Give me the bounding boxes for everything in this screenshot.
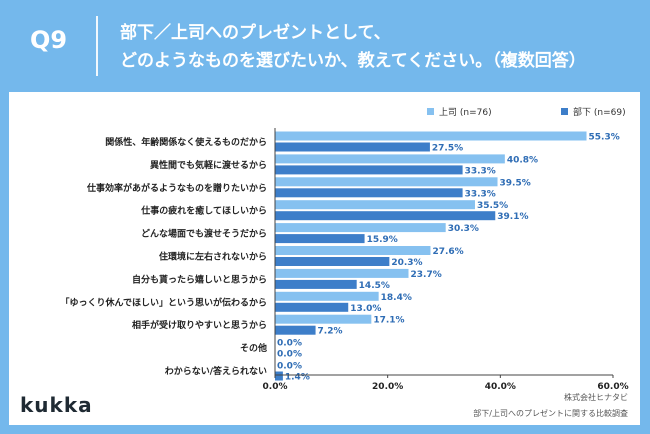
data-label-sub: 14.5% bbox=[359, 281, 390, 291]
bar-boss bbox=[275, 154, 505, 164]
category-label: 異性間でも気軽に渡せるから bbox=[150, 159, 267, 171]
x-tick-label: 40.0% bbox=[485, 382, 516, 392]
bar-sub bbox=[275, 325, 316, 335]
bar-boss bbox=[275, 314, 372, 324]
bar-sub bbox=[275, 279, 357, 289]
category-label: 相手が受け取りやすいと思うから bbox=[132, 319, 267, 331]
category-label: 関係性、年齢関係なく使えるものだから bbox=[105, 136, 267, 148]
legend-swatch-0 bbox=[427, 108, 434, 115]
category-label: 仕事の疲れを癒してほしいから bbox=[140, 205, 267, 217]
source-survey: 部下/上司へのプレゼントに関する比較調査 bbox=[473, 409, 628, 418]
category-label: その他 bbox=[240, 342, 267, 354]
x-tick-label: 60.0% bbox=[597, 382, 628, 392]
data-label-boss: 30.3% bbox=[448, 224, 479, 234]
legend-label-0: 上司 (n=76) bbox=[439, 107, 492, 118]
bar-boss bbox=[275, 223, 446, 233]
bar-sub bbox=[275, 302, 349, 312]
category-label: わからない/答えられない bbox=[165, 365, 267, 377]
data-label-boss: 55.3% bbox=[589, 133, 620, 143]
data-label-boss: 27.6% bbox=[432, 247, 463, 257]
category-label: 自分も貰ったら嬉しいと思うから bbox=[132, 273, 267, 285]
bar-sub bbox=[275, 371, 283, 381]
data-label-sub: 33.3% bbox=[465, 166, 496, 176]
bar-boss bbox=[275, 291, 379, 301]
data-label-sub: 13.0% bbox=[350, 304, 381, 314]
data-label-sub: 7.2% bbox=[318, 327, 343, 337]
data-label-sub: 0.0% bbox=[277, 350, 302, 360]
data-label-sub: 27.5% bbox=[432, 144, 463, 154]
data-label-sub: 20.3% bbox=[391, 258, 422, 268]
data-label-sub: 15.9% bbox=[367, 235, 398, 245]
data-label-sub: 33.3% bbox=[465, 189, 496, 199]
data-label-boss: 18.4% bbox=[381, 293, 412, 303]
header: Q9 部下／上司へのプレゼントとして、 どのようなものを選びたいか、教えてくださ… bbox=[0, 0, 650, 92]
data-label-boss: 39.5% bbox=[500, 178, 531, 188]
category-label: 住環境に左右されないから bbox=[159, 251, 267, 263]
bar-sub bbox=[275, 234, 365, 244]
data-label-sub: 1.4% bbox=[285, 373, 310, 383]
bar-sub bbox=[275, 257, 390, 266]
question-number: Q9 bbox=[30, 26, 68, 54]
bar-boss bbox=[275, 200, 475, 210]
category-label: どんな場面でも渡せそうだから bbox=[141, 228, 267, 240]
bar-boss bbox=[275, 246, 431, 255]
legend-swatch-1 bbox=[561, 108, 568, 115]
category-label: 「ゆっくり休んでほしい」という思いが伝わるから bbox=[60, 296, 267, 308]
header-divider bbox=[96, 16, 98, 76]
bar-boss bbox=[275, 177, 498, 187]
data-label-boss: 0.0% bbox=[277, 362, 302, 372]
bar-sub bbox=[275, 188, 463, 198]
category-label: 仕事効率があがるようなものを贈りたいから bbox=[86, 182, 267, 194]
x-tick-label: 0.0% bbox=[263, 382, 288, 392]
data-label-sub: 39.1% bbox=[497, 212, 528, 222]
bar-boss bbox=[275, 268, 409, 278]
bar-boss bbox=[275, 131, 587, 141]
source-company: 株式会社ヒナタビ bbox=[564, 393, 628, 402]
bar-sub bbox=[275, 165, 463, 175]
bar-sub bbox=[275, 142, 430, 152]
question-title-line-1: 部下／上司へのプレゼントとして、 bbox=[120, 23, 391, 43]
brand-logo: kukka bbox=[20, 393, 93, 417]
question-title-line-2: どのようなものを選びたいか、教えてください。（複数回答） bbox=[120, 51, 586, 71]
data-label-boss: 40.8% bbox=[507, 155, 538, 165]
data-label-boss: 17.1% bbox=[373, 316, 404, 326]
bar-sub bbox=[275, 211, 496, 221]
legend-label-1: 部下 (n=69) bbox=[573, 106, 626, 118]
data-label-boss: 23.7% bbox=[411, 270, 442, 280]
data-label-boss: 0.0% bbox=[277, 339, 302, 349]
data-label-boss: 35.5% bbox=[477, 201, 508, 211]
x-tick-label: 20.0% bbox=[372, 382, 403, 392]
